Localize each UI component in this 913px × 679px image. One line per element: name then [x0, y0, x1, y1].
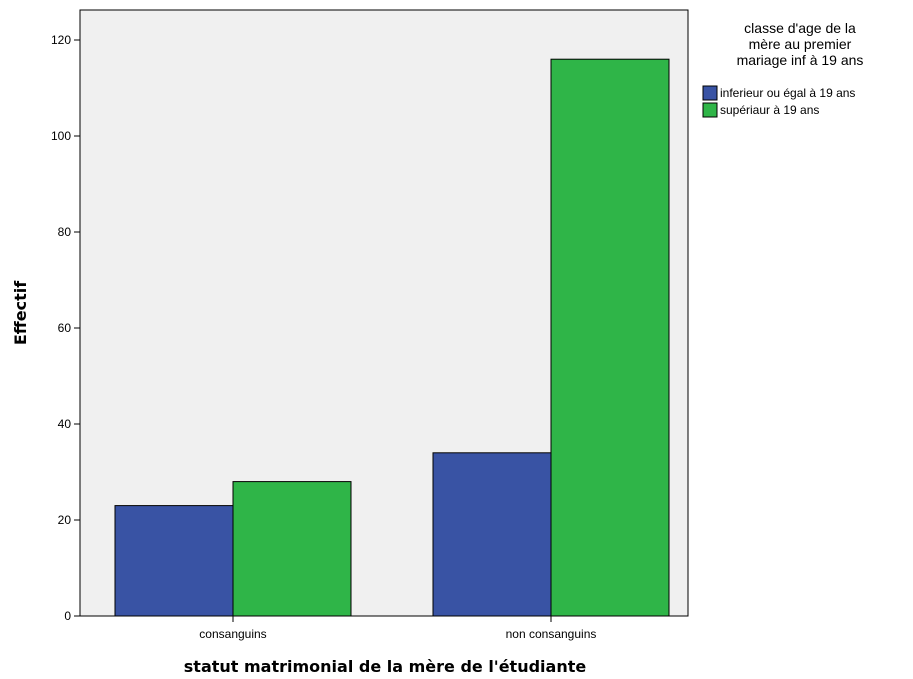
legend-swatch-series-1 — [702, 85, 718, 101]
x-tick-label: non consanguins — [506, 627, 597, 641]
y-axis: 0 20 40 60 80 100 120 — [51, 33, 80, 623]
legend: classe d'age de la mère au premier maria… — [702, 20, 864, 118]
bar-series-2-consanguins — [232, 481, 352, 617]
y-tick-label: 120 — [51, 33, 71, 47]
bar-series-2-non-consanguins — [550, 58, 670, 617]
legend-title-line-2: mère au premier — [749, 36, 852, 52]
x-axis: consanguins non consanguins — [199, 616, 596, 641]
y-tick-label: 60 — [58, 321, 72, 335]
y-tick-label: 20 — [58, 513, 72, 527]
legend-label-series-2: supériaur à 19 ans — [720, 103, 819, 117]
legend-swatch-series-2 — [702, 102, 718, 118]
y-tick-label: 80 — [58, 225, 72, 239]
legend-title-line-3: mariage inf à 19 ans — [737, 52, 864, 68]
x-axis-title: statut matrimonial de la mère de l'étudi… — [184, 657, 587, 676]
bar-series-1-non-consanguins — [432, 452, 552, 617]
y-tick-label: 40 — [58, 417, 72, 431]
bars-group — [114, 58, 670, 617]
y-tick-label: 100 — [51, 129, 71, 143]
x-tick-label: consanguins — [199, 627, 266, 641]
y-tick-label: 0 — [64, 609, 71, 623]
y-axis-title: Effectif — [11, 280, 30, 345]
legend-label-series-1: inferieur ou égal à 19 ans — [720, 86, 855, 100]
bar-series-1-consanguins — [114, 505, 234, 617]
legend-title-line-1: classe d'age de la — [744, 20, 856, 36]
